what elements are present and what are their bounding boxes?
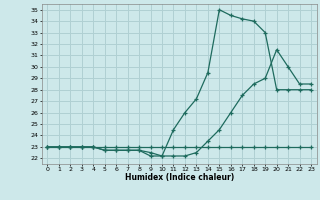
X-axis label: Humidex (Indice chaleur): Humidex (Indice chaleur) — [124, 173, 234, 182]
